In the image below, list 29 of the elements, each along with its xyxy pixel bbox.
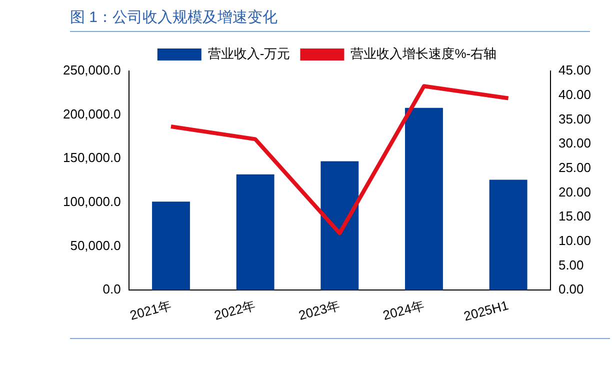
y-tick-label: 250,000.0 (62, 62, 121, 78)
legend-label: 营业收入增长速度%-右轴 (350, 46, 497, 62)
y2-tick-label: 5.00 (558, 257, 584, 272)
bar (489, 180, 528, 290)
legend-label: 营业收入-万元 (208, 46, 290, 62)
y-tick-label: 150,000.0 (62, 150, 121, 166)
chart-title: 图 1：公司收入规模及增速变化 (70, 8, 590, 32)
y-tick-label: 50,000.0 (70, 238, 121, 253)
y-tick-label: 0.0 (102, 282, 121, 297)
y2-tick-label: 10.00 (558, 233, 592, 248)
y2-tick-label: 30.00 (558, 136, 592, 151)
y2-tick-label: 45.00 (558, 62, 592, 78)
x-tick-label: 2022年 (212, 298, 258, 323)
y-tick-label: 100,000.0 (62, 194, 121, 210)
y2-tick-label: 25.00 (558, 160, 592, 175)
y2-tick-label: 20.00 (558, 184, 592, 200)
x-tick-label: 2025H1 (462, 298, 510, 324)
bar (405, 108, 443, 290)
x-tick-label: 2024年 (381, 298, 426, 323)
y-tick-label: 200,000.0 (62, 106, 121, 122)
bar (320, 161, 359, 290)
x-tick-label: 2021年 (128, 298, 173, 323)
y2-tick-label: 0.00 (558, 282, 584, 297)
bar (236, 174, 274, 290)
bar (152, 202, 190, 290)
x-tick-label: 2023年 (296, 298, 342, 323)
y2-tick-label: 40.00 (558, 86, 592, 102)
y2-tick-label: 15.00 (558, 208, 592, 224)
y2-tick-label: 35.00 (558, 111, 592, 126)
